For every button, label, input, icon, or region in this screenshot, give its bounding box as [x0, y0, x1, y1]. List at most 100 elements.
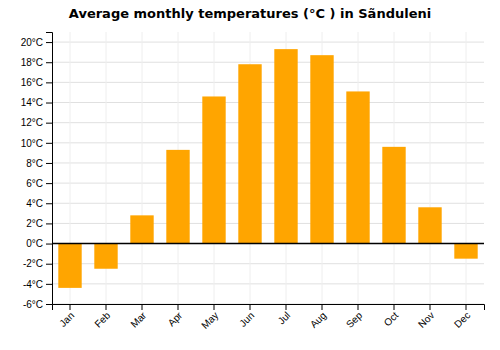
bar	[58, 244, 81, 288]
bar	[418, 207, 441, 243]
tick-mark	[46, 42, 52, 43]
tick-mark	[394, 304, 395, 310]
y-axis: -6°C -4°C -2°C 0°C 2°C 4°C 6°C 8°C 10°C 12°C 14°C 1…	[21, 33, 53, 310]
bar	[166, 150, 189, 244]
tick: Apr	[166, 304, 185, 328]
grid-line	[52, 82, 484, 83]
tick: 4°C	[26, 198, 52, 209]
tick: 12°C	[21, 117, 52, 128]
bar	[346, 91, 369, 243]
tick: Sep	[344, 304, 365, 330]
tick: 16°C	[21, 77, 52, 88]
tick: Aug	[308, 304, 328, 330]
tick-label: -2°C	[23, 258, 43, 269]
tick: 18°C	[21, 57, 52, 68]
tick-mark	[358, 304, 359, 310]
zero-line	[52, 243, 484, 245]
axis-line	[46, 33, 53, 305]
tick-label: May	[199, 310, 220, 331]
chart: Average monthly temperatures (°C ) in Sã…	[0, 0, 500, 350]
title: Average monthly temperatures (°C ) in Sã…	[69, 6, 431, 21]
tick-label: 20°C	[21, 37, 43, 48]
tick: Oct	[382, 304, 401, 328]
tick: -2°C	[23, 258, 52, 269]
tick-label: Jun	[237, 310, 256, 329]
tick-mark	[46, 203, 52, 204]
bar	[382, 147, 405, 244]
grid-line	[52, 162, 484, 163]
tick: Feb	[92, 304, 112, 330]
tick-label: 6°C	[26, 178, 43, 189]
bar	[310, 55, 333, 243]
tick-mark	[46, 264, 52, 265]
tick: Nov	[416, 304, 436, 330]
bar	[454, 244, 477, 259]
grid-line	[52, 102, 484, 103]
tick-mark	[46, 223, 52, 224]
tick-mark	[46, 82, 52, 83]
tick-label: Jan	[57, 310, 76, 329]
tick: Dec	[452, 304, 472, 330]
tick-mark	[430, 304, 431, 310]
tick: 14°C	[21, 97, 52, 108]
tick-mark	[178, 304, 179, 310]
tick-label: -6°C	[23, 299, 43, 310]
tick: 2°C	[26, 218, 52, 229]
tick-label: Mar	[128, 309, 148, 329]
tick: 8°C	[26, 158, 52, 169]
tick-mark	[46, 62, 52, 63]
grid-line	[52, 183, 484, 184]
tick-label: 4°C	[26, 198, 43, 209]
tick-mark	[46, 304, 52, 305]
tick-label: Nov	[416, 310, 436, 330]
grid	[52, 32, 484, 304]
tick-label: Feb	[92, 309, 112, 329]
bar	[238, 64, 261, 243]
x-axis: Jan Feb Mar Apr May Jun Jul Aug Sep Oct Nov Dec	[53, 304, 485, 331]
tick: 0°C	[26, 238, 52, 249]
tick-mark	[70, 304, 71, 310]
bar	[202, 96, 225, 243]
tick-mark	[46, 183, 52, 184]
bar	[274, 49, 297, 243]
tick: 6°C	[26, 178, 52, 189]
bar	[130, 215, 153, 243]
grid-line	[142, 32, 143, 304]
tick-label: 0°C	[26, 238, 43, 249]
tick-mark	[250, 304, 251, 310]
tick: 10°C	[21, 138, 52, 149]
tick-mark	[46, 244, 52, 245]
plot: -6°C -4°C -2°C 0°C 2°C 4°C 6°C 8°C 10°C 12°C 14°C 1…	[21, 32, 485, 331]
tick-label: Aug	[308, 310, 328, 330]
grid-line	[52, 122, 484, 123]
tick-mark	[322, 304, 323, 310]
tick-label: 2°C	[26, 218, 43, 229]
grid-line	[466, 32, 467, 304]
tick: -4°C	[23, 279, 52, 290]
grid-line	[430, 32, 431, 304]
tick-label: 16°C	[21, 77, 43, 88]
tick-label: Apr	[166, 309, 185, 328]
bar	[94, 244, 117, 269]
tick-label: 8°C	[26, 158, 43, 169]
grid-line	[52, 62, 484, 63]
grid-line	[52, 283, 484, 284]
tick-label: 12°C	[21, 117, 43, 128]
tick: Jul	[276, 304, 293, 326]
tick-mark	[46, 284, 52, 285]
grid-line	[52, 142, 484, 143]
grid-line	[52, 203, 484, 204]
tick: Mar	[128, 304, 148, 330]
tick: May	[199, 304, 220, 331]
tick-mark	[46, 123, 52, 124]
tick-label: 18°C	[21, 57, 43, 68]
grid-line	[52, 243, 484, 244]
tick: Jan	[57, 304, 76, 329]
tick-label: Dec	[452, 310, 472, 330]
tick-label: Jul	[276, 310, 293, 327]
tick-label: Sep	[344, 309, 365, 330]
tick-mark	[142, 304, 143, 310]
tick: -6°C	[23, 299, 52, 310]
tick-label: -4°C	[23, 279, 43, 290]
tick-mark	[214, 304, 215, 310]
